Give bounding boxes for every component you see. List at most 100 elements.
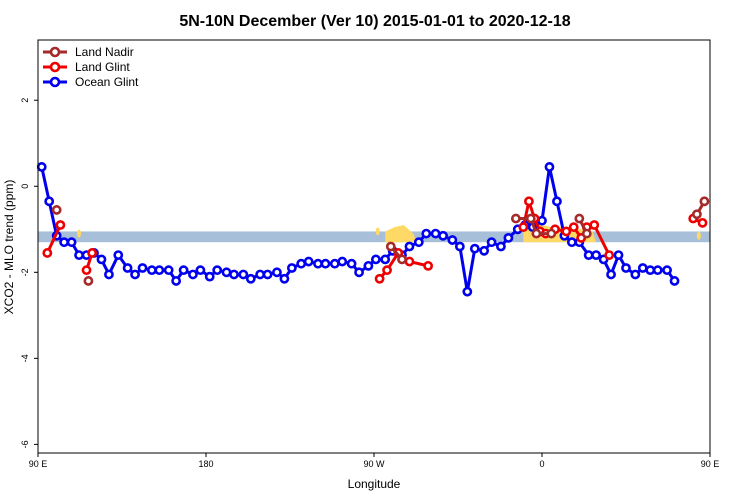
land-marker-2 [375,227,380,236]
chart-title: 5N-10N December (Ver 10) 2015-01-01 to 2… [179,13,570,30]
legend-swatch-marker [49,61,61,73]
y-tick-label: 0 [20,184,30,189]
data-point [83,276,94,286]
data-point [272,267,282,278]
data-point [397,254,407,265]
legend-item: Land Nadir [43,45,134,59]
data-point [171,276,182,286]
y-tick-label: 2 [20,98,30,103]
data-point [604,250,615,261]
data-point [96,254,107,265]
data-point [137,263,148,273]
data-point [552,196,562,207]
data-point [581,228,592,239]
data-point [380,254,391,265]
data-point [329,258,340,269]
data-point [296,258,307,269]
data-point [74,250,84,261]
legend-item: Ocean Glint [43,75,139,89]
data-point [537,215,547,226]
data-point [447,235,458,245]
x-tick-label: 90 W [363,459,385,469]
data-point [662,265,672,276]
x-axis: 90 E 180 90 W 0 90 E [29,453,720,469]
data-point [346,258,357,269]
data-point [531,228,542,239]
series-line [45,224,62,254]
data-point [462,286,473,297]
data-point [81,265,92,276]
data-point [238,269,249,280]
x-tick-label: 90 E [701,459,720,469]
legend-label: Land Glint [75,60,130,74]
data-point [113,250,124,261]
data-point [568,222,579,233]
data-point [44,196,55,207]
data-point [413,237,424,248]
data-point [320,258,331,269]
data-point [382,265,392,276]
legend-label: Ocean Glint [75,75,139,89]
data-point [404,256,415,267]
data-point [313,258,323,269]
data-point [544,162,555,172]
data-point [303,256,314,267]
data-point [51,205,62,215]
data-point [510,213,521,224]
series-ocean-glint [36,162,680,297]
data-point [229,269,239,280]
data-point [66,237,77,248]
y-tick-label: -4 [20,354,30,362]
data-point [385,241,396,252]
legend-item: Land Glint [43,60,130,74]
data-point [669,276,680,286]
legend-swatch-marker [49,76,61,88]
data-point [589,220,600,230]
data-point [421,228,432,239]
data-point [374,273,385,284]
data-point [36,162,47,172]
data-point [438,230,448,241]
data-point [645,265,656,276]
data-point [42,248,53,258]
data-point [195,265,206,276]
y-tick-label: -6 [20,440,30,448]
data-point [363,260,374,271]
data-point [479,245,490,256]
data-point [574,213,585,224]
y-axis-label: XCO2 - MLO trend (ppm) [2,180,16,315]
land-marker-1 [77,229,82,238]
data-point [561,226,572,237]
land-coverage-1 [385,224,417,243]
data-point [496,241,506,252]
data-point [255,269,266,280]
data-point [591,250,602,261]
plot-frame [37,39,711,454]
data-point [613,250,624,261]
data-point [486,237,497,248]
data-point [245,273,256,284]
data-point [59,237,70,248]
data-point [697,217,708,228]
data-point [130,269,140,280]
series-land-nadir [51,196,710,286]
data-point [55,220,66,230]
data-point [404,241,415,252]
y-tick-label: -2 [20,268,30,276]
data-point [87,248,98,258]
series-line [515,217,552,236]
data-point [146,265,157,276]
legend-label: Land Nadir [75,45,134,59]
data-point [122,263,133,273]
data-point [286,263,297,273]
x-tick-label: 90 E [29,459,48,469]
data-point [525,213,536,224]
data-point [163,265,174,276]
data-point [630,269,641,280]
data-point [430,228,441,239]
data-point [652,265,663,276]
legend-swatch-marker [49,46,61,58]
data-point [637,263,648,273]
land-marker-3 [696,231,701,240]
